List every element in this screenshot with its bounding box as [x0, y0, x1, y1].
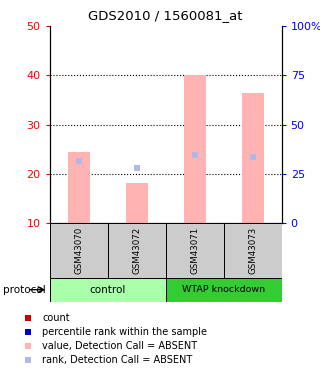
Text: GSM43071: GSM43071	[190, 226, 199, 274]
Point	[192, 152, 197, 158]
Text: GSM43070: GSM43070	[74, 226, 83, 274]
Point	[25, 357, 30, 363]
Text: GSM43073: GSM43073	[248, 226, 257, 274]
Point	[250, 154, 255, 160]
Point	[25, 329, 30, 335]
Text: WTAP knockdown: WTAP knockdown	[182, 285, 265, 294]
Bar	[68, 152, 90, 223]
Text: count: count	[43, 313, 70, 323]
Text: rank, Detection Call = ABSENT: rank, Detection Call = ABSENT	[43, 355, 193, 365]
Bar	[184, 75, 206, 223]
Bar	[50, 278, 166, 302]
Title: GDS2010 / 1560081_at: GDS2010 / 1560081_at	[88, 9, 243, 22]
Bar	[242, 93, 264, 223]
Bar	[166, 278, 282, 302]
Point	[25, 343, 30, 349]
Point	[134, 165, 139, 171]
Bar	[50, 223, 108, 278]
Text: value, Detection Call = ABSENT: value, Detection Call = ABSENT	[43, 341, 198, 351]
Text: percentile rank within the sample: percentile rank within the sample	[43, 327, 207, 337]
Bar	[108, 223, 166, 278]
Bar	[224, 223, 282, 278]
Bar	[166, 223, 224, 278]
Point	[76, 158, 81, 164]
Text: protocol: protocol	[3, 285, 46, 295]
Bar	[125, 183, 148, 223]
Text: GSM43072: GSM43072	[132, 226, 141, 274]
Point	[25, 315, 30, 321]
Text: control: control	[89, 285, 126, 295]
